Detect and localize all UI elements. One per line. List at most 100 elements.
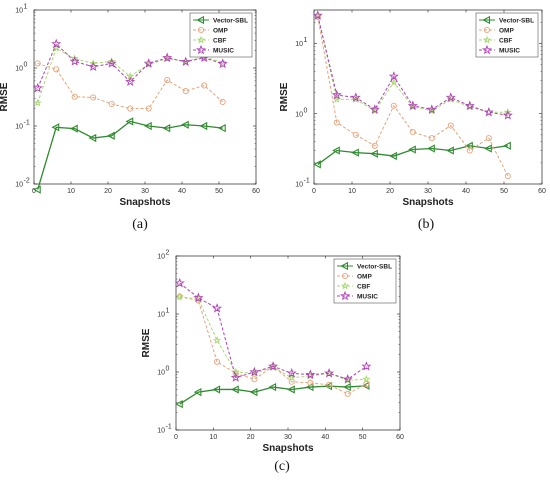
data-point [503, 107, 512, 116]
y-tick-exponent: 1 [24, 4, 28, 11]
x-tick-label: 10 [348, 188, 356, 195]
data-point [287, 385, 295, 394]
data-point [180, 56, 191, 67]
data-point [70, 124, 78, 133]
panel-label: (b) [418, 217, 435, 232]
data-point [407, 100, 418, 111]
data-point [53, 66, 60, 73]
series-line [37, 120, 223, 190]
data-point [447, 122, 454, 129]
panel-label: (c) [274, 459, 290, 474]
data-point [127, 105, 134, 112]
series-line [317, 16, 509, 177]
data-point [408, 145, 416, 154]
x-tick-label: 10 [67, 188, 75, 195]
legend-marker [341, 272, 349, 280]
data-point [219, 98, 226, 105]
legend: Vector-SBL OMP CBF MUSIC [189, 12, 253, 58]
data-point [199, 121, 208, 131]
legend-marker [340, 281, 350, 290]
legend-marker [196, 15, 205, 25]
x-tick-label: 40 [321, 434, 329, 441]
data-point [144, 121, 152, 131]
x-axis-label: Snapshots [119, 197, 171, 208]
legend-entry: Vector-SBL [357, 263, 392, 270]
data-point [485, 135, 492, 142]
data-point [71, 93, 78, 100]
x-tick-label: 10 [209, 434, 217, 441]
data-point [312, 10, 323, 20]
data-point [51, 38, 62, 49]
data-point [484, 144, 492, 153]
x-tick-label: 0 [312, 188, 316, 195]
series-music [312, 10, 513, 120]
x-tick-label: 0 [174, 434, 178, 441]
data-point [249, 366, 260, 377]
data-point [230, 372, 241, 382]
x-tick-label: 0 [32, 188, 36, 195]
data-point [388, 71, 399, 81]
data-point [326, 381, 333, 388]
data-point [33, 98, 42, 107]
data-point [362, 374, 371, 383]
legend-entry: OMP [499, 27, 514, 34]
legend-entry: OMP [357, 273, 372, 280]
x-tick-label: 50 [500, 188, 508, 195]
data-point [427, 144, 435, 153]
y-tick-exponent: -1 [166, 424, 172, 431]
legend-entry: CBF [213, 37, 226, 44]
legend-entry: CBF [357, 283, 370, 290]
data-point [331, 89, 342, 100]
data-point [143, 58, 154, 68]
x-axis-label: Snapshots [402, 197, 454, 208]
data-point [182, 88, 189, 95]
data-point [212, 385, 221, 394]
y-tick-exponent: 0 [166, 366, 170, 373]
chart-panel-1: 0 10 20 30 40 50 6010-210-1100101SnapshotsRMSE… [0, 4, 260, 233]
panel-label: (a) [132, 217, 148, 232]
x-tick-label: 60 [538, 188, 546, 195]
data-point [193, 292, 204, 303]
data-point [268, 361, 279, 371]
data-point [175, 399, 183, 409]
x-tick-label: 50 [359, 434, 367, 441]
data-point [69, 56, 80, 66]
y-axis-label: RMSE [141, 328, 152, 357]
y-tick-exponent: -1 [24, 120, 30, 127]
data-point [162, 123, 171, 133]
data-point [428, 135, 435, 142]
data-point [181, 120, 189, 129]
series-line [37, 43, 223, 89]
x-tick-label: 60 [252, 188, 260, 195]
data-point [324, 368, 335, 378]
data-point [342, 373, 353, 384]
series-line [179, 282, 367, 380]
data-point [390, 102, 397, 109]
data-point [426, 104, 437, 114]
data-point [164, 76, 171, 84]
data-point [88, 61, 99, 72]
data-point [107, 131, 115, 140]
legend-marker [340, 261, 349, 271]
data-point [502, 110, 513, 120]
y-axis-label: RMSE [279, 82, 290, 111]
data-point [175, 292, 184, 301]
data-point [145, 105, 152, 112]
data-point [201, 82, 208, 89]
data-point [313, 160, 321, 169]
data-point [174, 277, 185, 288]
y-axis-label: RMSE [0, 82, 10, 111]
data-point [363, 380, 370, 388]
data-point [503, 141, 511, 150]
data-point [217, 58, 228, 69]
data-point [51, 123, 60, 132]
legend: Vector-SBL OMP CBF MUSIC [333, 258, 397, 304]
y-tick-label: 10 [295, 111, 303, 118]
y-tick-label: 10 [15, 66, 23, 73]
legend-entry: CBF [499, 37, 512, 44]
legend-entry: OMP [213, 27, 228, 34]
y-tick-label: 10 [15, 182, 23, 189]
y-tick-label: 10 [295, 41, 303, 48]
data-point [371, 142, 378, 149]
